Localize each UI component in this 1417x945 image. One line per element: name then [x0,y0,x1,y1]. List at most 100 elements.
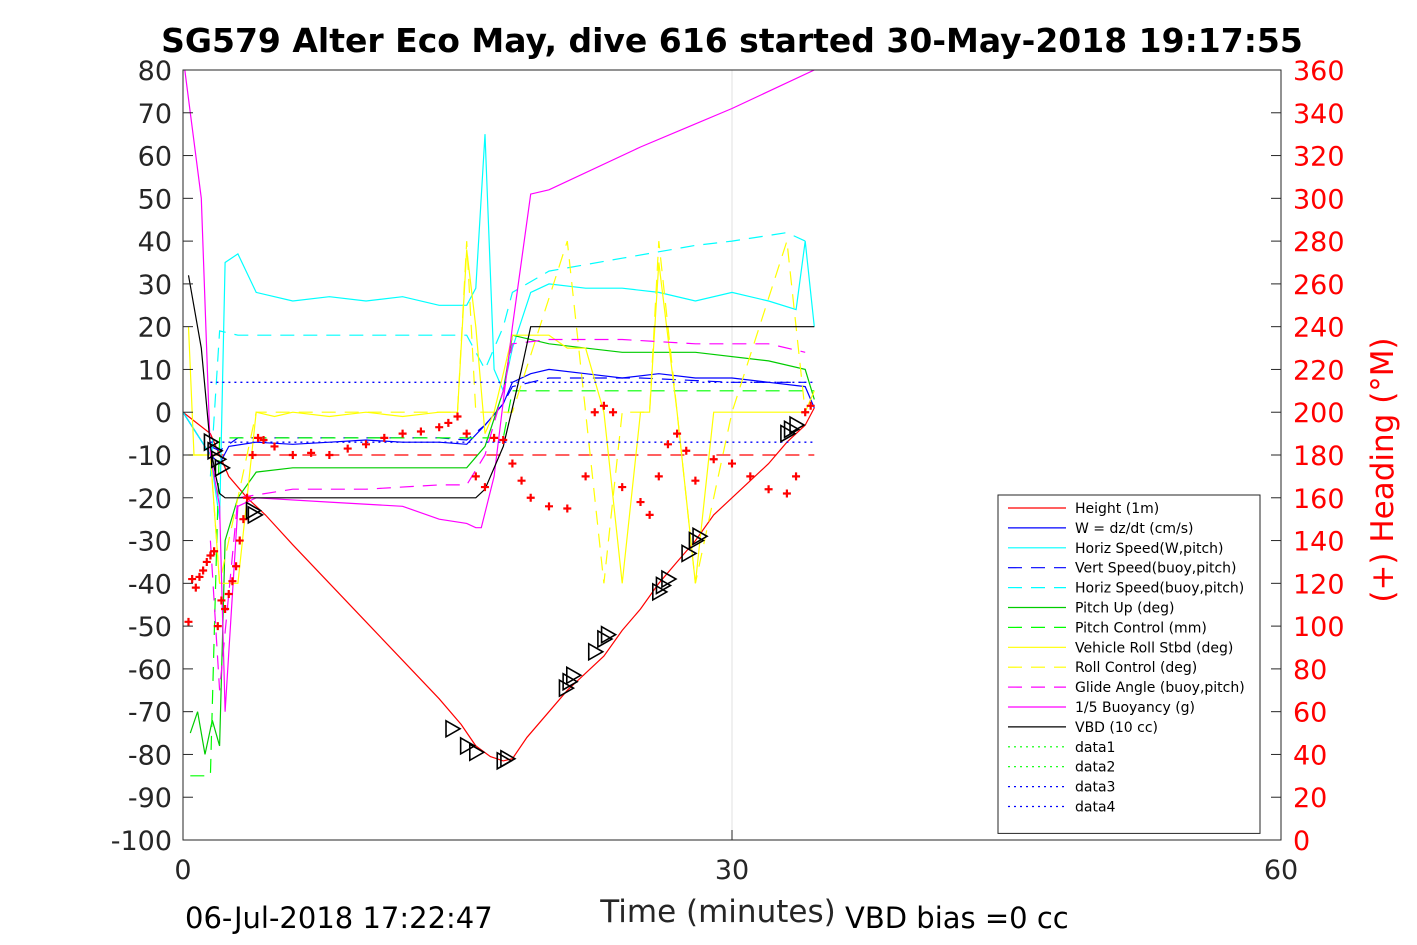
y-right-tick-label: 300 [1293,184,1345,215]
heading-point [645,510,654,519]
heading-point [362,440,370,449]
y-right-tick-label: 180 [1293,441,1345,472]
heading-point [254,433,263,442]
y-right-tick-label: 0 [1293,826,1310,857]
x-tick-label: 30 [715,855,749,886]
heading-point [188,575,197,584]
heading-point [325,451,334,459]
heading-point [199,566,208,575]
series-line-10 [184,70,815,712]
legend-entry: Roll Control (deg) [1075,660,1197,676]
heading-point [581,472,590,481]
y-right-tick-label: 280 [1293,227,1345,258]
heading-point [224,590,233,599]
y-right-tick-label: 40 [1293,740,1327,771]
legend-entry: Glide Angle (buoy,pitch) [1075,680,1245,696]
heading-point [673,429,682,438]
y-tick-label: -40 [128,569,172,600]
legend-entry: W = dz/dt (cm/s) [1075,521,1194,537]
heading-point [728,459,736,468]
x-tick-label: 0 [174,855,191,886]
triangle-marker [655,576,673,595]
triangle-marker [469,742,486,762]
heading-point [435,423,444,432]
y-tick-label: -90 [128,783,172,814]
series-line-2 [183,134,815,520]
data-group [183,70,815,777]
y-tick-label: -60 [128,655,172,686]
heading-point [195,572,204,581]
heading-point [609,408,618,417]
legend-entry: Horiz Speed(buoy,pitch) [1075,581,1244,597]
heading-point [307,448,316,457]
y-tick-label: -70 [128,698,172,729]
heading-point [213,622,222,631]
legend-entry: Pitch Up (deg) [1075,601,1174,617]
triangle-marker [459,736,477,756]
legend-entry: VBD (10 cc) [1075,720,1158,736]
heading-point [792,472,801,481]
heading-point [471,472,480,481]
x-tick-label: 60 [1264,855,1298,886]
right-axis-label: (+) Heading (°M) [1365,337,1401,602]
legend-box [997,494,1261,834]
y-right-tick-label: 220 [1293,355,1345,386]
triangle-marker [562,672,579,692]
chart-title: SG579 Alter Eco May, dive 616 started 30… [161,21,1303,60]
heading-point [590,408,599,417]
heading-point [599,401,608,410]
legend-entry: data4 [1075,800,1116,816]
y-right-tick-label: 160 [1293,484,1345,515]
heading-point [228,577,237,586]
series-line-9 [209,338,806,691]
y-tick-label: 0 [155,398,172,429]
heading-point [235,536,244,545]
heading-point [806,401,815,410]
triangle-marker [587,642,605,662]
triangle-marker [500,749,517,769]
heading-point [184,617,193,626]
footer-timestamp: 06-Jul-2018 17:22:47 [185,901,493,935]
y-tick-label: 30 [138,270,172,301]
heading-point [480,483,489,492]
heading-point [691,476,700,485]
heading-point [663,440,672,449]
y-right-tick-label: 140 [1293,527,1345,558]
heading-point [343,444,352,453]
heading-point [453,412,462,421]
heading-point [202,557,211,566]
heading-point [654,472,663,481]
heading-point [563,504,572,513]
y-tick-label: 70 [138,99,172,130]
heading-point [782,489,791,498]
y-tick-label: 60 [138,142,172,173]
heading-point [508,459,517,468]
y-tick-label: 50 [138,184,172,215]
triangle-marker [661,569,678,589]
y-tick-label: 20 [138,313,172,344]
y-right-tick-label: 260 [1293,270,1345,301]
x-axis-label: Time (minutes) [599,894,835,930]
heading-point [490,433,499,442]
legend-entry: Horiz Speed(W,pitch) [1075,541,1223,557]
heading-point [499,436,508,445]
triangle-marker [600,625,618,645]
legend-entry: data1 [1075,740,1115,756]
series-line-7 [187,249,815,584]
heading-point [444,418,453,427]
y-tick-label: 40 [138,227,172,258]
series-line-3 [210,377,806,452]
heading-point [206,551,215,560]
heading-point [801,408,810,417]
heading-point [746,472,755,481]
y-tick-label: -10 [128,441,172,472]
y-tick-label: -20 [128,484,172,515]
y-right-tick-label: 60 [1293,698,1327,729]
y-right-tick-label: 120 [1293,569,1345,600]
heading-point [517,476,526,485]
heading-point [232,562,241,571]
legend-entry: Vert Speed(buoy,pitch) [1075,561,1237,577]
y-tick-label: -80 [128,740,172,771]
triangle-marker [247,505,264,525]
